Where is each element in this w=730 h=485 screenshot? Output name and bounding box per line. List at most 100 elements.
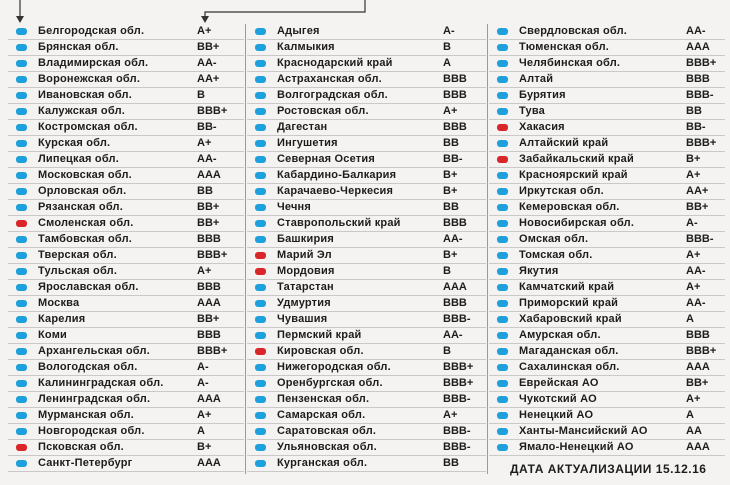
region-name: Владимирская обл. <box>38 57 149 69</box>
status-marker <box>255 268 266 275</box>
region-row: Мордовия B <box>247 264 486 280</box>
region-row: Адыгея A- <box>247 24 486 40</box>
status-marker <box>497 236 508 243</box>
region-name: Ханты-Мансийский АО <box>519 425 648 437</box>
region-rating: BBB+ <box>443 377 474 389</box>
region-rating: A- <box>686 217 698 229</box>
status-marker <box>16 316 27 323</box>
region-rating: B <box>197 89 205 101</box>
region-rating: A+ <box>686 169 701 181</box>
region-row: Магаданская обл. BBB+ <box>489 344 725 360</box>
status-marker <box>255 172 266 179</box>
region-row: Липецкая обл. AA- <box>8 152 244 168</box>
region-rating: B+ <box>686 153 701 165</box>
status-marker <box>255 412 266 419</box>
region-row: Якутия AA- <box>489 264 725 280</box>
region-rating: BBB- <box>443 313 471 325</box>
status-marker <box>497 268 508 275</box>
region-row: Костромская обл. BB- <box>8 120 244 136</box>
region-row: Алтайский край BBB+ <box>489 136 725 152</box>
region-name: Псковская обл. <box>38 441 124 453</box>
status-marker <box>255 332 266 339</box>
status-marker <box>16 284 27 291</box>
region-name: Омская обл. <box>519 233 589 245</box>
region-rating: BBB <box>197 281 221 293</box>
region-rating: BBB <box>443 217 467 229</box>
region-name: Самарская обл. <box>277 409 366 421</box>
region-row: Калининградская обл. A- <box>8 376 244 392</box>
region-rating: AAA <box>443 281 467 293</box>
region-rating: A <box>686 313 694 325</box>
region-rating: BBB+ <box>197 105 228 117</box>
status-marker <box>16 236 27 243</box>
region-name: Хакасия <box>519 121 565 133</box>
region-row: Оренбургская обл. BBB+ <box>247 376 486 392</box>
status-marker <box>16 172 27 179</box>
region-name: Оренбургская обл. <box>277 377 383 389</box>
region-name: Нижегородская обл. <box>277 361 391 373</box>
region-rating: BB+ <box>686 201 709 213</box>
region-rating: BB+ <box>686 377 709 389</box>
region-name: Новосибирская обл. <box>519 217 635 229</box>
region-name: Кабардино-Балкария <box>277 169 397 181</box>
status-marker <box>497 156 508 163</box>
status-marker <box>255 316 266 323</box>
status-marker <box>497 28 508 35</box>
region-rating: BB+ <box>197 201 220 213</box>
region-row: Кабардино-Балкария B+ <box>247 168 486 184</box>
region-row: Ямало-Ненецкий АО AAA <box>489 440 725 456</box>
region-row: Забайкальский край B+ <box>489 152 725 168</box>
region-row: Тува BB <box>489 104 725 120</box>
region-name: Чукотский АО <box>519 393 597 405</box>
region-rating: BB- <box>443 153 463 165</box>
status-marker <box>497 204 508 211</box>
region-name: Иркутская обл. <box>519 185 604 197</box>
status-marker <box>16 204 27 211</box>
region-row: Хакасия BB- <box>489 120 725 136</box>
region-name: Волгоградская обл. <box>277 89 388 101</box>
region-row: Ингушетия BB <box>247 136 486 152</box>
region-row: Московская обл. AAA <box>8 168 244 184</box>
region-name: Костромская обл. <box>38 121 138 133</box>
region-name: Ленинградская обл. <box>38 393 151 405</box>
region-rating: BBB <box>443 297 467 309</box>
region-name: Алтай <box>519 73 554 85</box>
status-marker <box>255 300 266 307</box>
region-name: Ульяновская обл. <box>277 441 377 453</box>
status-marker <box>16 268 27 275</box>
divider <box>245 24 246 474</box>
region-row: Башкирия AA- <box>247 232 486 248</box>
region-name: Тверская обл. <box>38 249 117 261</box>
status-marker <box>16 28 27 35</box>
status-marker <box>497 44 508 51</box>
region-rating: BBB <box>443 89 467 101</box>
region-name: Якутия <box>519 265 559 277</box>
region-row: Амурская обл. BBB <box>489 328 725 344</box>
region-row: Марий Эл B+ <box>247 248 486 264</box>
region-rating: A+ <box>197 409 212 421</box>
region-row: Камчатский край A+ <box>489 280 725 296</box>
status-marker <box>497 444 508 451</box>
region-rating: BBB <box>197 233 221 245</box>
region-rating: A+ <box>197 137 212 149</box>
region-name: Красноярский край <box>519 169 628 181</box>
region-name: Ивановская обл. <box>38 89 132 101</box>
region-name: Рязанская обл. <box>38 201 123 213</box>
region-name: Еврейская АО <box>519 377 599 389</box>
region-rating: A <box>443 57 451 69</box>
status-marker <box>497 300 508 307</box>
region-name: Тува <box>519 105 545 117</box>
status-marker <box>16 92 27 99</box>
region-row: Ростовская обл. A+ <box>247 104 486 120</box>
region-rating: A+ <box>443 105 458 117</box>
status-marker <box>255 108 266 115</box>
status-marker <box>16 108 27 115</box>
region-rating: AA+ <box>197 73 220 85</box>
status-marker <box>255 284 266 291</box>
status-marker <box>255 236 266 243</box>
region-name: Краснодарский край <box>277 57 393 69</box>
region-rating: BBB+ <box>686 57 717 69</box>
status-marker <box>255 156 266 163</box>
region-rating: AA- <box>686 297 706 309</box>
region-row: Курская обл. A+ <box>8 136 244 152</box>
